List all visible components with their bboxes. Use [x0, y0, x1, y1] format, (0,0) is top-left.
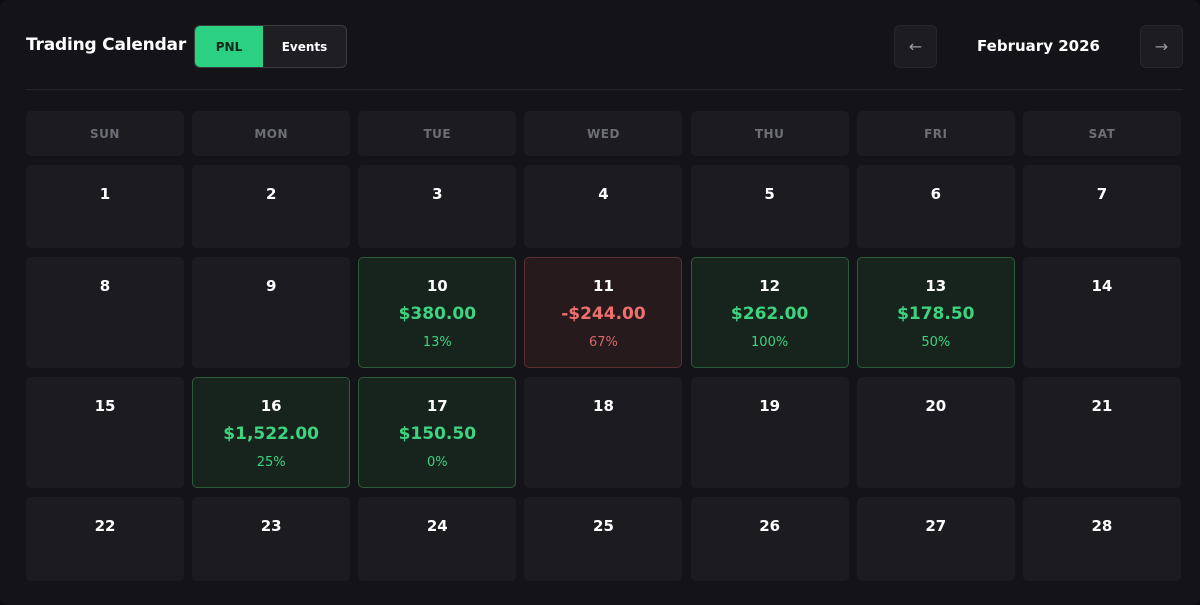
day-win-rate: 13% [422, 335, 452, 350]
day-cell-25[interactable]: 25 [524, 497, 683, 581]
day-cell-28[interactable]: 28 [1022, 497, 1181, 581]
day-win-rate: 67% [589, 335, 618, 350]
day-number: 9 [265, 277, 277, 295]
day-cell-15[interactable]: 15 [26, 377, 184, 488]
day-number: 23 [260, 517, 282, 535]
day-cell-1[interactable]: 1 [26, 165, 184, 248]
day-cell-20[interactable]: 20 [856, 377, 1015, 488]
day-number: 4 [598, 185, 609, 203]
day-win-rate: 25% [256, 455, 286, 470]
month-label: February 2026 [977, 37, 1100, 55]
day-pnl-value: $150.50 [398, 424, 477, 444]
day-cell-24[interactable]: 24 [358, 497, 517, 581]
day-number: 7 [1096, 185, 1108, 203]
day-number: 6 [930, 185, 941, 203]
weekday-tue: TUE [358, 111, 517, 156]
day-number: 12 [759, 277, 781, 295]
day-cell-17[interactable]: 17 $150.50 0% [358, 377, 517, 488]
day-cell-2[interactable]: 2 [192, 165, 351, 248]
day-number: 14 [1091, 277, 1113, 295]
day-pnl-value: $178.50 [897, 304, 975, 324]
arrow-right-icon: → [1154, 37, 1169, 56]
day-cell-6[interactable]: 6 [856, 165, 1015, 248]
weekday-thu: THU [690, 111, 849, 156]
weekday-sat: SAT [1022, 111, 1181, 156]
day-pnl-value: -$244.00 [561, 304, 646, 324]
day-cell-18[interactable]: 18 [524, 377, 683, 488]
page-title: Trading Calendar [26, 35, 187, 55]
day-cell-26[interactable]: 26 [690, 497, 849, 581]
day-cell-10[interactable]: 10 $380.00 13% [358, 257, 517, 368]
day-number: 13 [925, 277, 947, 295]
weekday-header-row: SUN MON TUE WED THU FRI SAT [26, 111, 1183, 156]
view-toggle: PNL Events [194, 25, 347, 68]
day-number: 25 [593, 517, 614, 535]
weekday-fri: FRI [856, 111, 1015, 156]
day-cell-16[interactable]: 16 $1,522.00 25% [192, 377, 351, 488]
day-number: 24 [426, 517, 448, 535]
day-number: 21 [1091, 397, 1113, 415]
calendar-week-row: 1 2 3 4 5 6 7 [26, 165, 1183, 248]
prev-month-button[interactable]: ← [894, 25, 937, 68]
day-cell-19[interactable]: 19 [690, 377, 849, 488]
weekday-mon: MON [192, 111, 351, 156]
day-cell-3[interactable]: 3 [358, 165, 517, 248]
calendar-week-row: 15 16 $1,522.00 25% 17 $150.50 0% 18 19 20 21 [26, 377, 1183, 488]
day-number: 19 [759, 397, 781, 415]
day-number: 8 [99, 277, 111, 295]
weekday-sun: SUN [26, 111, 184, 156]
calendar-week-row: 22 23 24 25 26 27 28 [26, 497, 1183, 581]
day-number: 28 [1091, 517, 1113, 535]
day-number: 26 [759, 517, 781, 535]
day-number: 17 [426, 397, 448, 415]
day-number: 16 [260, 397, 282, 415]
day-cell-4[interactable]: 4 [524, 165, 683, 248]
day-cell-12[interactable]: 12 $262.00 100% [690, 257, 849, 368]
day-number: 1 [99, 185, 111, 203]
day-cell-9[interactable]: 9 [192, 257, 351, 368]
day-pnl-value: $1,522.00 [223, 424, 320, 444]
calendar-week-row: 8 9 10 $380.00 13% 11 -$244.00 67% 12 $262.00 100%… [26, 257, 1183, 368]
day-pnl-value: $380.00 [398, 304, 477, 324]
day-number: 22 [94, 517, 116, 535]
day-pnl-value: $262.00 [730, 304, 809, 324]
day-number: 18 [593, 397, 614, 415]
day-number: 11 [593, 277, 614, 295]
day-number: 3 [432, 185, 443, 203]
day-number: 27 [925, 517, 947, 535]
day-win-rate: 100% [751, 335, 789, 350]
day-number: 10 [426, 277, 448, 295]
day-cell-27[interactable]: 27 [856, 497, 1015, 581]
day-cell-8[interactable]: 8 [26, 257, 184, 368]
day-cell-14[interactable]: 14 [1022, 257, 1181, 368]
day-number: 2 [265, 185, 277, 203]
day-number: 20 [925, 397, 947, 415]
weekday-wed: WED [524, 111, 683, 156]
day-win-rate: 50% [921, 335, 951, 350]
day-cell-21[interactable]: 21 [1022, 377, 1181, 488]
tab-pnl[interactable]: PNL [195, 26, 263, 67]
next-month-button[interactable]: → [1140, 25, 1183, 68]
day-cell-7[interactable]: 7 [1022, 165, 1181, 248]
day-cell-23[interactable]: 23 [192, 497, 351, 581]
day-number: 15 [94, 397, 116, 415]
day-cell-22[interactable]: 22 [26, 497, 184, 581]
tab-events[interactable]: Events [281, 39, 328, 54]
header-divider [26, 89, 1183, 90]
day-cell-13[interactable]: 13 $178.50 50% [856, 257, 1015, 368]
day-number: 5 [764, 185, 775, 203]
arrow-left-icon: ← [908, 37, 923, 56]
day-cell-11[interactable]: 11 -$244.00 67% [524, 257, 683, 368]
day-win-rate: 0% [427, 455, 448, 470]
day-cell-5[interactable]: 5 [690, 165, 849, 248]
